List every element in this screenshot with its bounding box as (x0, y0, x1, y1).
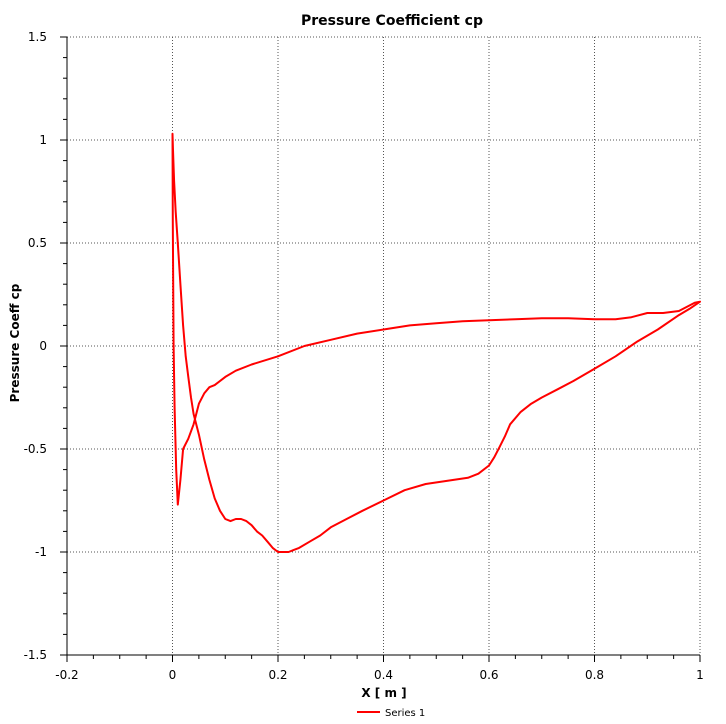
y-tick-label: 0 (39, 339, 47, 353)
x-tick-label: -0.2 (55, 668, 78, 682)
y-axis-label: Pressure Coeff cp (8, 283, 22, 402)
grid-horizontal (67, 36, 700, 553)
y-tick-label: 1.5 (28, 30, 47, 44)
x-tick-label: 0.6 (479, 668, 498, 682)
x-tick-label: 0.4 (374, 668, 393, 682)
x-tick-label: 0.2 (268, 668, 287, 682)
y-tick-label: -1.5 (24, 648, 47, 662)
x-tick-label: 0 (169, 668, 177, 682)
series-group (171, 132, 701, 553)
legend-label-series-1: Series 1 (385, 708, 425, 719)
y-tick-label: -1 (35, 545, 47, 559)
y-tick-label: 1 (39, 133, 47, 147)
chart-title: Pressure Coefficient cp (301, 13, 483, 29)
x-tick-label: 1 (696, 668, 704, 682)
series-line-1 (171, 132, 701, 553)
x-axis-label: X [ m ] (361, 686, 406, 700)
y-tick-label: 0.5 (28, 236, 47, 250)
x-tick-label: 0.8 (585, 668, 604, 682)
legend: Series 1 (357, 708, 425, 719)
y-tick-label: -0.5 (24, 442, 47, 456)
x-tick-labels: -0.2 0 0.2 0.4 0.6 0.8 1 (55, 655, 704, 682)
y-tick-labels: 1.5 1 0.5 0 -0.5 -1 -1.5 (24, 30, 67, 662)
